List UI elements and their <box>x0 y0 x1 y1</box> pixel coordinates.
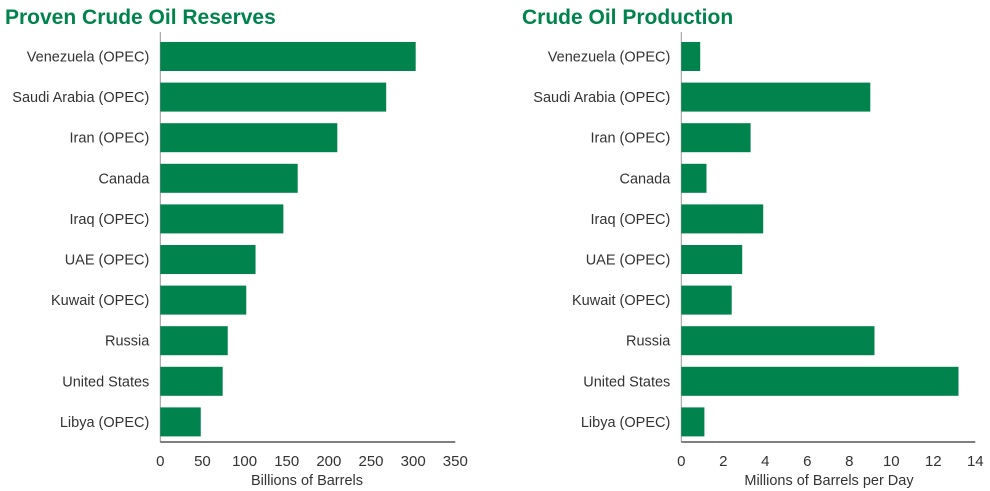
bar <box>160 204 284 234</box>
category-label: Kuwait (OPEC) <box>51 293 149 309</box>
x-tick-label: 300 <box>401 453 426 470</box>
x-axis-label: Millions of Barrels per Day <box>744 473 914 489</box>
chart-title: Proven Crude Oil Reserves <box>5 6 276 29</box>
category-label: Venezuela (OPEC) <box>548 50 671 66</box>
category-label: Libya (OPEC) <box>60 415 149 431</box>
bar <box>681 163 707 193</box>
category-label: Russia <box>626 334 671 350</box>
bar <box>160 366 223 396</box>
bar <box>160 407 201 437</box>
x-tick-label: 150 <box>274 453 299 470</box>
category-label: United States <box>583 374 670 390</box>
bar <box>681 123 751 153</box>
category-label: Iran (OPEC) <box>70 131 150 147</box>
category-label: Canada <box>99 171 151 187</box>
bar <box>160 245 256 274</box>
bar <box>681 366 959 396</box>
x-tick-label: 200 <box>316 453 341 470</box>
bar <box>681 82 871 112</box>
x-tick-label: 2 <box>719 453 727 470</box>
category-label: UAE (OPEC) <box>586 253 671 269</box>
bar <box>160 285 247 315</box>
bar <box>160 326 228 356</box>
category-label: Venezuela (OPEC) <box>27 50 150 66</box>
category-label: UAE (OPEC) <box>65 253 150 269</box>
x-tick-label: 12 <box>925 453 942 470</box>
bar <box>160 82 387 112</box>
category-label: Iraq (OPEC) <box>591 212 671 228</box>
category-label: Iraq (OPEC) <box>70 212 150 228</box>
category-label: Saudi Arabia (OPEC) <box>533 90 670 106</box>
x-tick-label: 8 <box>845 453 853 470</box>
bar <box>160 42 416 71</box>
bar <box>681 42 701 71</box>
bar <box>681 245 743 274</box>
bar <box>160 123 338 153</box>
category-label: Kuwait (OPEC) <box>572 293 670 309</box>
x-tick-label: 14 <box>967 453 984 470</box>
x-tick-label: 0 <box>156 453 164 470</box>
category-label: United States <box>62 374 149 390</box>
reserves-chart: Proven Crude Oil Reserves Billions of Ba… <box>5 6 468 489</box>
bar <box>681 204 764 234</box>
x-tick-label: 50 <box>194 453 211 470</box>
x-axis-label: Billions of Barrels <box>251 473 363 489</box>
category-label: Russia <box>105 334 150 350</box>
x-tick-label: 100 <box>232 453 257 470</box>
chart-title: Crude Oil Production <box>522 6 733 29</box>
x-tick-label: 350 <box>443 453 468 470</box>
x-tick-label: 0 <box>677 453 685 470</box>
bar <box>681 285 732 315</box>
category-label: Saudi Arabia (OPEC) <box>12 90 149 106</box>
category-label: Iran (OPEC) <box>591 131 671 147</box>
bar <box>681 326 875 356</box>
production-chart: Crude Oil Production Millions of Barrels… <box>522 6 984 489</box>
x-tick-label: 10 <box>883 453 900 470</box>
x-tick-label: 4 <box>761 453 769 470</box>
bar <box>681 407 705 437</box>
category-label: Canada <box>620 171 672 187</box>
x-tick-label: 250 <box>358 453 383 470</box>
bar <box>160 163 298 193</box>
category-label: Libya (OPEC) <box>581 415 670 431</box>
x-tick-label: 6 <box>803 453 811 470</box>
